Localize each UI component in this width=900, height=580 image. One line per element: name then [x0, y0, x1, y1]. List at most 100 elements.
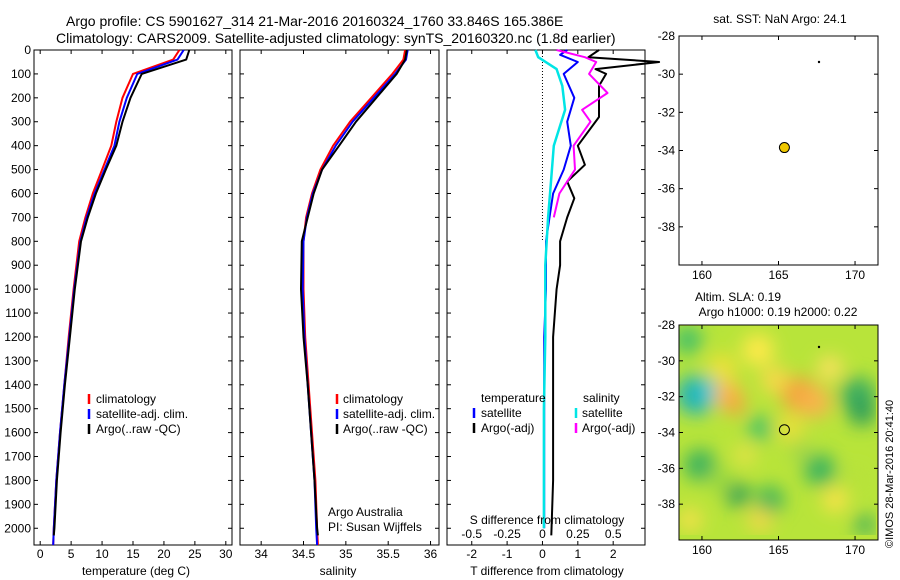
sal-frame: [239, 49, 440, 546]
diff-xlabel-top: S difference from climatology: [470, 513, 625, 527]
depth-tick-label: 1800: [4, 473, 31, 487]
diff-legend-temp-sat: satellite: [481, 406, 522, 420]
sst-ytick-label: -36: [658, 182, 676, 196]
sla-small-dot: [817, 345, 821, 349]
sla-anomaly-blob: [841, 466, 869, 494]
diff-xtick-label: 2: [610, 547, 617, 561]
depth-tick-label: 1500: [4, 402, 31, 416]
depth-tick-label: 1000: [4, 282, 31, 296]
diff-legend-sal-sat: satellite: [582, 406, 623, 420]
sla-anomaly-blob: [756, 486, 784, 514]
sst-title: sat. SST: NaN Argo: 24.1: [713, 12, 847, 26]
sla-anomaly-blob: [742, 334, 774, 366]
diff-legend-sal-argo: Argo(-adj): [582, 421, 635, 435]
sal-xtick-label: 35: [339, 547, 353, 561]
sst-frame: [678, 35, 879, 266]
depth-tick-label: 1600: [4, 426, 31, 440]
salinity-xlabel: salinity: [320, 564, 357, 578]
sst-argo-position-marker: [778, 142, 790, 154]
sla-anomaly-blob: [818, 356, 842, 380]
temp-xtick-label: 15: [126, 547, 140, 561]
depth-tick-label: 1100: [5, 306, 31, 320]
sla-ytick-label: -34: [658, 426, 676, 440]
diff-sal-sat-line: [534, 49, 567, 529]
temp-xtick-label: 0: [37, 547, 44, 561]
credit-pi: PI: Susan Wijffels: [328, 520, 422, 534]
sla-anomaly-blob: [823, 488, 847, 512]
sla-anomaly-blob: [855, 515, 875, 535]
depth-tick-label: 1700: [4, 450, 31, 464]
sst-ytick-label: -38: [658, 220, 676, 234]
sst-ytick-label: -28: [658, 29, 676, 43]
sla-anomaly-blob: [799, 386, 831, 418]
sal-legend-clim: climatology: [343, 392, 403, 406]
sla-ytick-label: -28: [658, 318, 676, 332]
imos-credit: ©IMOS 28-Mar-2016 20:41:40: [884, 400, 896, 548]
salinity-panel: 34 34.5 35 35.5 36: [239, 49, 440, 561]
depth-tick-label: 800: [11, 234, 31, 248]
sst-xtick-label: 170: [845, 268, 865, 282]
temperature-panel: 0100200300400500600700800900100011001200…: [4, 43, 233, 561]
sst-small-dot: [817, 60, 821, 64]
sla-xtick-label: 170: [845, 543, 865, 557]
depth-tick-label: 1900: [4, 497, 31, 511]
temp-xtick-label: 20: [157, 547, 171, 561]
diff-temp-argo-line: [550, 49, 661, 536]
depth-tick-label: 900: [11, 258, 31, 272]
depth-tick-label: 700: [11, 210, 31, 224]
sla-anomaly-blob: [725, 395, 745, 415]
credit-argo-australia: Argo Australia: [328, 505, 403, 519]
diff-s-tick-label: 0.5: [605, 527, 622, 541]
sla-xtick-label: 160: [692, 543, 712, 557]
diff-xtick-label: -2: [466, 547, 477, 561]
sla-ytick-label: -30: [658, 354, 676, 368]
sla-title-2: Argo h1000: 0.19 h2000: 0.22: [699, 305, 858, 319]
header-line-2: Climatology: CARS2009. Satellite-adjuste…: [56, 30, 616, 46]
depth-tick-label: 200: [11, 91, 31, 105]
sst-ytick-label: -34: [658, 144, 676, 158]
sla-anomaly-blob: [679, 508, 702, 532]
sla-anomaly-blob: [748, 508, 772, 532]
sal-xtick-label: 35.5: [377, 547, 401, 561]
depth-tick-label: 2000: [4, 521, 31, 535]
diff-legend-temp-argo: Argo(-adj): [481, 421, 534, 435]
difference-panel: -2 -1 0 1 2 -0.5 -0.25 0 0.25 0.5: [446, 49, 661, 561]
sla-argo-position-marker: [778, 424, 790, 436]
diff-s-tick-label: -0.5: [461, 527, 482, 541]
depth-tick-label: 400: [11, 139, 31, 153]
sst-ytick-label: -32: [658, 105, 676, 119]
sla-anomaly-field: [679, 326, 876, 535]
sla-anomaly-blob: [726, 483, 750, 507]
temp-legend-argo: Argo(..raw -QC): [96, 422, 181, 436]
sla-ytick-label: -32: [658, 390, 676, 404]
sla-anomaly-blob: [679, 326, 702, 354]
depth-tick-label: 1400: [4, 378, 31, 392]
sal-argo-line: [300, 49, 408, 536]
temp-xtick-label: 25: [188, 547, 202, 561]
temp-legend-sat: satellite-adj. clim.: [96, 407, 188, 421]
temperature-xlabel: temperature (deg C): [82, 564, 190, 578]
diff-xtick-label: -1: [502, 547, 513, 561]
sla-xtick-label: 165: [768, 543, 788, 557]
temp-sat-line: [52, 49, 185, 546]
diff-sal-argo-line: [552, 49, 609, 218]
temp-xtick-label: 10: [95, 547, 109, 561]
sst-ytick-label: -30: [658, 67, 676, 81]
sst-map-panel: 160 165 170 -28 -30 -32 -34 -36 -38: [658, 29, 879, 282]
diff-legend-temp-title: temperature: [481, 391, 546, 405]
depth-tick-label: 600: [11, 186, 31, 200]
sla-anomaly-blob: [684, 449, 716, 481]
diff-legend-sal-title: salinity: [583, 391, 620, 405]
sla-title-1: Altim. SLA: 0.19: [695, 290, 781, 304]
sla-ytick-label: -36: [658, 461, 676, 475]
sla-anomaly-blob: [708, 468, 732, 492]
temp-frame: [33, 49, 233, 546]
sla-anomaly-blob: [804, 454, 836, 486]
sal-xtick-label: 34.5: [292, 547, 316, 561]
header-line-1: Argo profile: CS 5901627_314 21-Mar-2016…: [66, 13, 563, 29]
sst-xtick-label: 165: [768, 268, 788, 282]
sal-xtick-label: 36: [424, 547, 438, 561]
sla-anomaly-blob: [735, 445, 755, 465]
temp-xtick-label: 5: [68, 547, 75, 561]
